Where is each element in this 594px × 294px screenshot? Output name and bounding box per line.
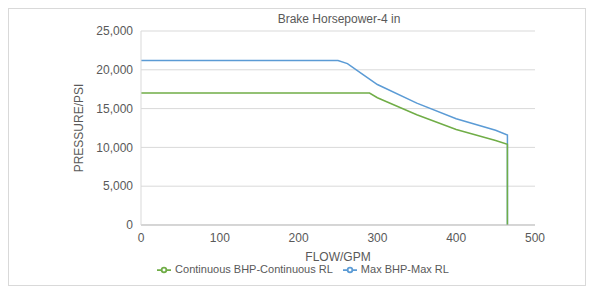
svg-text:0: 0 [126,218,133,232]
svg-text:15,000: 15,000 [96,102,133,116]
svg-text:500: 500 [525,231,545,245]
svg-text:FLOW/GPM: FLOW/GPM [305,250,370,264]
html-text:Continuous BHP-Continuous RL: Continuous BHP-Continuous RL [175,263,333,275]
svg-text:200: 200 [289,231,309,245]
svg-text:300: 300 [367,231,387,245]
svg-text:25,000: 25,000 [96,24,133,38]
svg-text:PRESSURE/PSI: PRESSURE/PSI [72,84,86,173]
svg-text:5,000: 5,000 [103,179,133,193]
html-text:Brake Horsepower-4 in: Brake Horsepower-4 in [277,12,401,26]
svg-text:20,000: 20,000 [96,63,133,77]
svg-text:400: 400 [446,231,466,245]
svg-text:100: 100 [210,231,230,245]
svg-text:0: 0 [138,231,145,245]
svg-text:10,000: 10,000 [96,141,133,155]
html-text:Max BHP-Max RL: Max BHP-Max RL [360,263,449,275]
